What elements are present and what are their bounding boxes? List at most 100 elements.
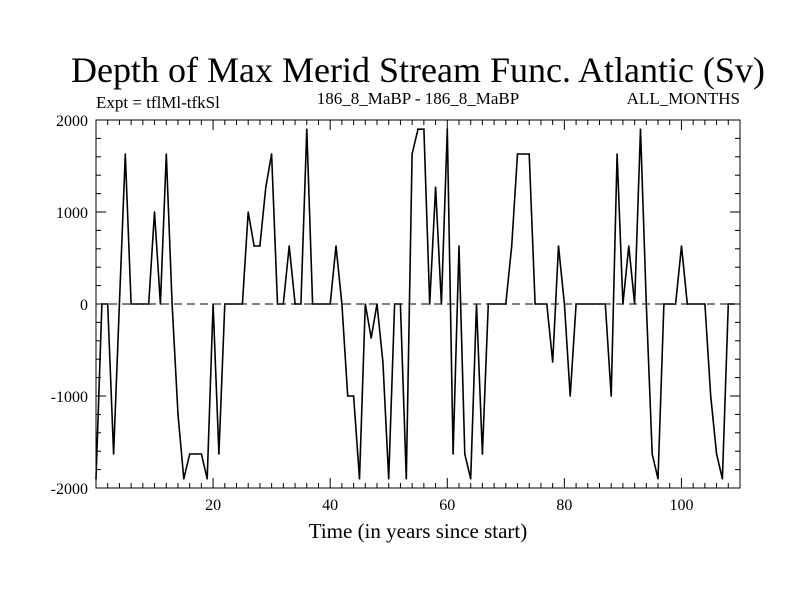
- data-point: [142, 303, 144, 305]
- data-point: [364, 303, 367, 305]
- data-point: [177, 413, 179, 416]
- data-point: [358, 478, 361, 480]
- data-point: [505, 303, 507, 305]
- plot-area: 20 40 60 80 100 -2000 -1000 0 1000 2000: [51, 113, 741, 514]
- data-point: [224, 303, 226, 305]
- data-point: [153, 211, 156, 213]
- data-point: [147, 303, 150, 305]
- data-point: [610, 395, 612, 397]
- data-point: [294, 303, 296, 305]
- data-point: [136, 303, 138, 305]
- data-point: [668, 303, 671, 305]
- data-point: [183, 478, 185, 480]
- data-point: [575, 303, 577, 305]
- x-tick-label: 40: [322, 497, 338, 514]
- data-point: [434, 186, 437, 188]
- data-point: [370, 337, 372, 339]
- data-point: [382, 361, 384, 363]
- data-point: [188, 453, 191, 455]
- data-point: [423, 128, 425, 130]
- data-point: [657, 478, 659, 480]
- data-point: [399, 303, 402, 305]
- data-point: [540, 303, 542, 305]
- data-point: [563, 303, 566, 305]
- y-tick-label: -1000: [51, 389, 88, 406]
- data-point: [469, 478, 472, 480]
- data-point: [586, 303, 589, 305]
- data-point: [487, 303, 490, 305]
- data-point: [305, 128, 308, 130]
- data-point: [616, 153, 618, 155]
- data-point: [440, 303, 443, 305]
- data-point: [323, 303, 326, 305]
- data-point: [674, 303, 677, 305]
- data-point: [709, 395, 712, 397]
- data-point: [592, 303, 595, 305]
- data-point: [118, 303, 121, 305]
- data-point: [352, 395, 355, 397]
- data-point: [346, 395, 349, 397]
- data-point: [235, 303, 238, 305]
- data-point: [311, 303, 314, 305]
- data-point: [428, 303, 431, 305]
- data-point: [522, 153, 525, 155]
- chart-title: Depth of Max Merid Stream Func. Atlantic…: [71, 50, 765, 90]
- data-series-line: [95, 128, 735, 479]
- data-point: [680, 245, 683, 247]
- data-point: [376, 303, 378, 305]
- data-point: [417, 128, 419, 130]
- data-point: [551, 361, 554, 363]
- data-point: [264, 186, 267, 188]
- data-point: [704, 303, 706, 305]
- data-point: [270, 153, 273, 155]
- data-point: [493, 303, 495, 305]
- data-point: [253, 245, 255, 247]
- y-tick-label: -2000: [51, 481, 88, 498]
- data-point: [598, 303, 601, 305]
- data-point: [686, 303, 689, 305]
- data-point: [627, 245, 630, 247]
- data-point: [651, 453, 653, 455]
- data-point: [475, 303, 478, 305]
- data-point: [715, 453, 718, 455]
- data-point: [276, 303, 279, 305]
- data-point: [446, 128, 449, 130]
- data-point: [569, 395, 572, 397]
- data-point: [288, 245, 291, 247]
- data-point: [510, 245, 513, 247]
- data-point: [101, 303, 103, 305]
- data-point: [387, 478, 390, 480]
- data-point: [557, 245, 560, 247]
- data-point: [499, 303, 501, 305]
- x-tick-label: 80: [556, 497, 572, 514]
- data-point: [639, 128, 642, 130]
- x-tick-label: 100: [669, 497, 693, 514]
- data-point: [727, 303, 730, 305]
- data-point: [663, 303, 665, 305]
- data-point: [698, 303, 700, 305]
- data-point: [341, 303, 343, 305]
- y-tick-label: 0: [80, 297, 88, 314]
- data-point: [218, 453, 220, 455]
- data-point: [645, 303, 648, 305]
- data-point: [452, 453, 454, 455]
- data-point: [622, 303, 624, 305]
- data-point: [546, 303, 548, 305]
- x-tick-label: 20: [205, 497, 221, 514]
- subtitle-center: 186_8_MaBP - 186_8_MaBP: [317, 89, 519, 108]
- data-point: [721, 478, 724, 480]
- data-point: [259, 245, 261, 247]
- data-point: [411, 153, 413, 155]
- data-point: [241, 303, 244, 305]
- data-point: [317, 303, 320, 305]
- data-point: [534, 303, 536, 305]
- data-point: [95, 478, 97, 480]
- data-point: [335, 245, 337, 247]
- x-tick-label: 60: [439, 497, 455, 514]
- subtitle-left: Expt = tflMl-tfkSl: [96, 93, 220, 112]
- data-point: [528, 153, 531, 155]
- y-tick-label: 2000: [56, 113, 88, 130]
- data-point: [458, 245, 460, 247]
- data-point: [212, 303, 214, 305]
